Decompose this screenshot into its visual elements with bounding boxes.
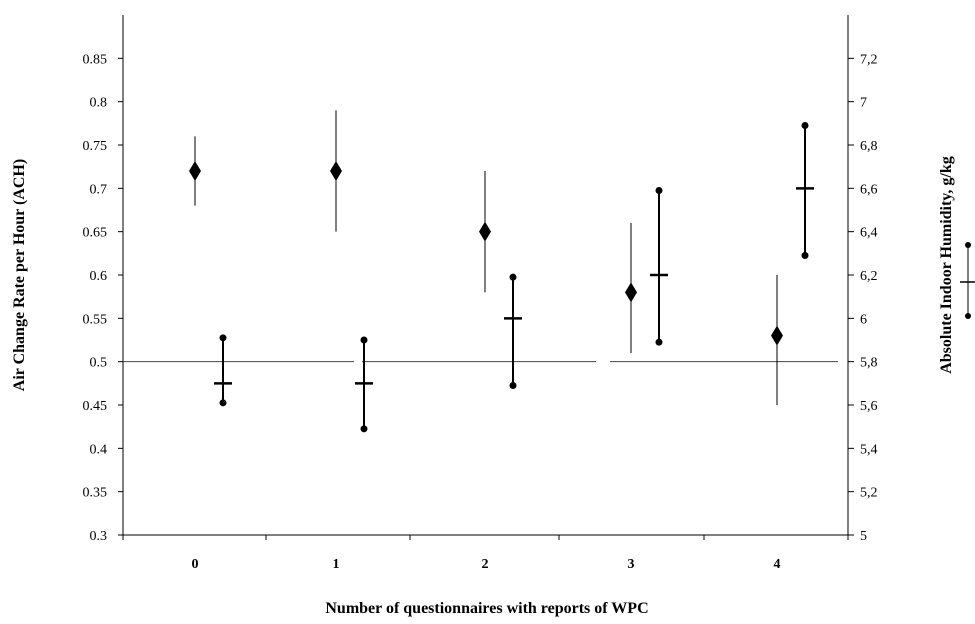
humidity-whisker-dot (219, 334, 227, 342)
y-tick-label: 0.85 (83, 52, 108, 67)
y2-tick-label: 6,4 (860, 226, 878, 241)
y2-axis-title: Absolute Indoor Humidity, g/kg (938, 156, 955, 374)
plot-area: 0.3 0.35 0.4 0.45 0.5 0.55 0.6 0.65 0.7 0.75 0.8 0.… (83, 15, 975, 572)
x-axis-title: Number of questionnaires with reports of… (325, 600, 648, 617)
y-tick-label: 0.75 (83, 139, 108, 154)
y-tick-label: 0.3 (90, 529, 108, 544)
humidity-whisker-dot (360, 336, 368, 344)
humidity-whisker-dot (655, 338, 663, 346)
ach-diamond-marker (771, 325, 783, 346)
ach-diamond-marker (330, 161, 342, 181)
y-tick-label: 0.8 (90, 96, 108, 111)
x-tick-label: 2 (482, 557, 489, 572)
y2-tick-label: 6,2 (860, 269, 878, 284)
y2-tick-label: 5,6 (860, 399, 878, 414)
humidity-whisker-dot (801, 122, 809, 129)
legend-whisker-dot (965, 313, 971, 319)
x-tick-label: 0 (192, 557, 199, 572)
humidity-whisker-dot (509, 273, 517, 281)
ach-diamond-marker (189, 161, 201, 181)
y2-tick-label: 5,4 (860, 442, 878, 457)
y2-tick-label: 6,6 (860, 182, 878, 197)
ach-diamond-marker (625, 282, 637, 303)
y-tick-label: 0.55 (83, 312, 108, 327)
legend-whisker-dot (965, 242, 971, 248)
y-tick-label: 0.7 (90, 182, 108, 197)
y2-tick-label: 6,8 (860, 139, 878, 154)
humidity-whisker-dot (655, 187, 663, 194)
y2-tick-label: 7,2 (860, 52, 878, 67)
humidity-whisker-dot (801, 252, 809, 259)
y2-tick-label: 5,8 (860, 356, 878, 371)
y2-tick-label: 6 (860, 312, 867, 327)
y-tick-label: 0.35 (83, 486, 108, 501)
humidity-whisker-dot (360, 425, 368, 433)
ach-diamond-marker (479, 221, 491, 242)
humidity-whisker-dot (219, 399, 227, 407)
y2-tick-label: 7 (860, 96, 867, 111)
y-axis-title: Air Change Rate per Hour (ACH) (11, 159, 28, 391)
y-tick-label: 0.6 (90, 269, 108, 284)
x-tick-label: 1 (333, 557, 340, 572)
humidity-whisker-dot (509, 382, 517, 389)
x-tick-label: 4 (774, 557, 781, 572)
y-tick-label: 0.65 (83, 226, 108, 241)
x-tick-label: 3 (628, 557, 635, 572)
y-tick-label: 0.4 (90, 442, 108, 457)
y-tick-label: 0.5 (90, 356, 108, 371)
y2-tick-label: 5 (860, 529, 867, 544)
y-tick-label: 0.45 (83, 399, 108, 414)
y2-tick-label: 5,2 (860, 486, 878, 501)
